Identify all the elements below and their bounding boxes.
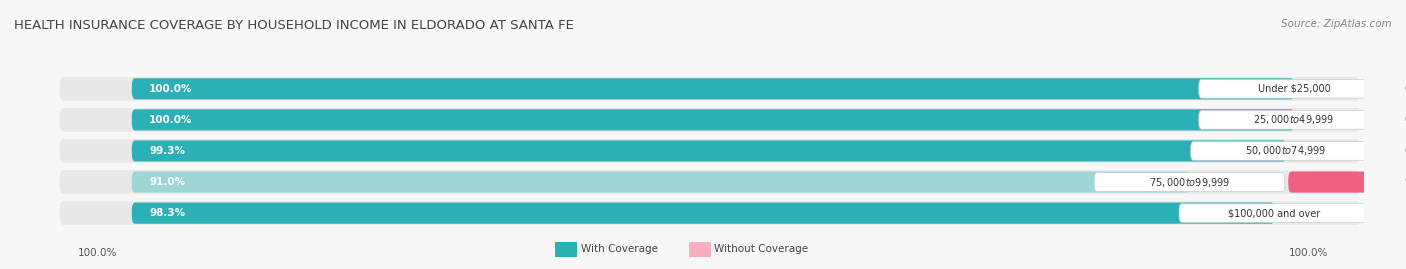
Text: 100.0%: 100.0%	[149, 115, 193, 125]
Text: $75,000 to $99,999: $75,000 to $99,999	[1149, 176, 1230, 189]
Text: 100.0%: 100.0%	[77, 248, 117, 258]
FancyBboxPatch shape	[59, 170, 1361, 194]
FancyBboxPatch shape	[132, 109, 1294, 130]
Text: 100.0%: 100.0%	[149, 84, 193, 94]
Text: Under $25,000: Under $25,000	[1258, 84, 1330, 94]
Text: 98.3%: 98.3%	[149, 208, 186, 218]
Text: Source: ZipAtlas.com: Source: ZipAtlas.com	[1281, 19, 1392, 29]
FancyBboxPatch shape	[1385, 140, 1393, 161]
FancyBboxPatch shape	[59, 201, 1361, 225]
FancyBboxPatch shape	[132, 171, 1189, 193]
Text: 0.0%: 0.0%	[1405, 115, 1406, 125]
Text: 91.0%: 91.0%	[149, 177, 186, 187]
FancyBboxPatch shape	[132, 203, 1274, 224]
Text: 0.0%: 0.0%	[1405, 84, 1406, 94]
FancyBboxPatch shape	[1180, 204, 1369, 222]
FancyBboxPatch shape	[1199, 111, 1389, 129]
FancyBboxPatch shape	[132, 140, 1286, 161]
Text: Without Coverage: Without Coverage	[714, 244, 808, 254]
FancyBboxPatch shape	[1374, 203, 1393, 224]
FancyBboxPatch shape	[132, 78, 1294, 99]
FancyBboxPatch shape	[1191, 142, 1381, 160]
FancyBboxPatch shape	[59, 77, 1361, 101]
Text: 99.3%: 99.3%	[149, 146, 186, 156]
Text: HEALTH INSURANCE COVERAGE BY HOUSEHOLD INCOME IN ELDORADO AT SANTA FE: HEALTH INSURANCE COVERAGE BY HOUSEHOLD I…	[14, 19, 574, 32]
FancyBboxPatch shape	[1094, 173, 1285, 191]
FancyBboxPatch shape	[1199, 80, 1389, 98]
Text: $100,000 and over: $100,000 and over	[1229, 208, 1320, 218]
Text: $25,000 to $49,999: $25,000 to $49,999	[1254, 114, 1334, 126]
FancyBboxPatch shape	[59, 139, 1361, 163]
Text: With Coverage: With Coverage	[581, 244, 658, 254]
Text: 100.0%: 100.0%	[1289, 248, 1329, 258]
Text: $50,000 to $74,999: $50,000 to $74,999	[1246, 144, 1326, 157]
FancyBboxPatch shape	[59, 108, 1361, 132]
Text: 9.0%: 9.0%	[1405, 177, 1406, 187]
FancyBboxPatch shape	[1288, 171, 1393, 193]
